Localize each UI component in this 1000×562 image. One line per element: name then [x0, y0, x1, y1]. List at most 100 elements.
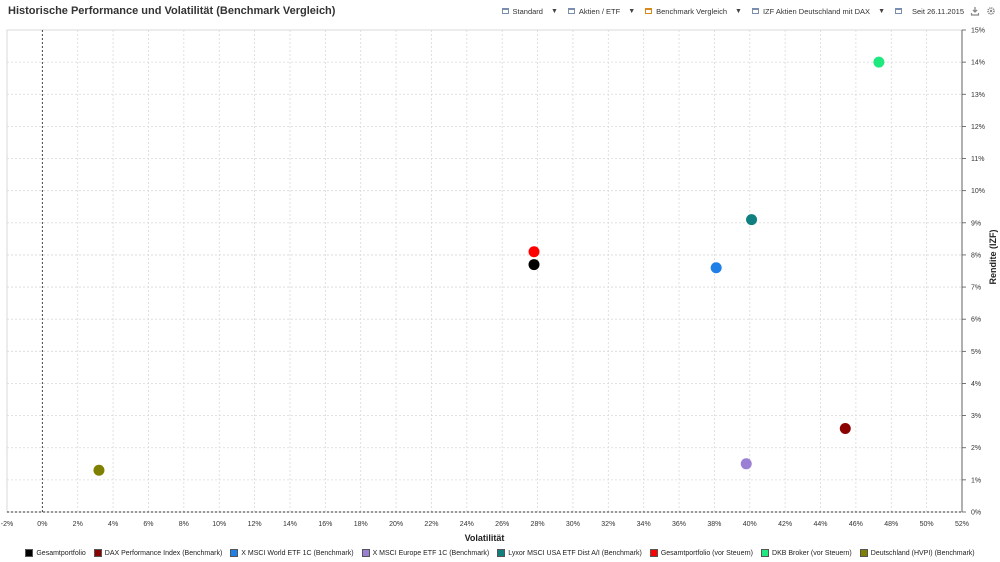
legend-label: X MSCI World ETF 1C (Benchmark) — [241, 549, 354, 557]
calendar-icon — [645, 8, 653, 14]
view-standard-dropdown[interactable]: Standard ▼ — [501, 6, 558, 16]
comparison-dropdown[interactable]: Benchmark Vergleich ▼ — [645, 7, 742, 16]
legend-swatch — [761, 549, 770, 557]
x-tick-label: -2% — [1, 521, 13, 528]
chevron-down-icon: ▼ — [735, 7, 742, 15]
legend-swatch — [25, 549, 34, 557]
y-tick-label: 4% — [971, 381, 981, 388]
y-tick-label: 10% — [971, 188, 985, 195]
x-tick-label: 46% — [849, 521, 863, 528]
x-tick-label: 2% — [73, 521, 83, 528]
data-point — [746, 214, 758, 226]
y-tick-label: 12% — [971, 124, 985, 131]
period-label: Seit 26.11.2015 — [912, 6, 964, 16]
asset-class-label: Aktien / ETF — [578, 6, 621, 16]
x-tick-label: 32% — [601, 521, 615, 528]
toolbar: Standard ▼ Aktien / ETF ▼ Benchmark Verg… — [492, 6, 996, 16]
legend-label: Gesamtportfolio — [36, 549, 86, 557]
calendar-icon — [501, 8, 509, 14]
data-point — [710, 262, 722, 274]
x-tick-label: 14% — [283, 521, 297, 528]
x-tick-label: 0% — [37, 521, 47, 528]
x-tick-label: 38% — [707, 521, 721, 528]
legend-item[interactable]: Lyxor MSCI USA ETF Dist A/I (Benchmark) — [497, 549, 642, 557]
x-tick-label: 4% — [108, 521, 118, 528]
y-axis-label: Rendite (IZF) — [988, 230, 998, 285]
x-tick-label: 30% — [566, 521, 580, 528]
legend-label: X MSCI Europe ETF 1C (Benchmark) — [372, 549, 490, 557]
y-tick-label: 1% — [971, 477, 981, 484]
view-standard-label: Standard — [512, 6, 543, 16]
download-icon[interactable] — [970, 6, 980, 16]
chevron-down-icon: ▼ — [878, 7, 885, 15]
x-tick-label: 40% — [743, 521, 757, 528]
plot-area — [6, 29, 963, 513]
legend-item[interactable]: DKB Broker (vor Steuern) — [761, 549, 852, 557]
legend-label: DKB Broker (vor Steuern) — [772, 549, 852, 557]
data-point — [839, 422, 851, 434]
legend-item[interactable]: X MSCI World ETF 1C (Benchmark) — [230, 549, 354, 557]
data-point — [873, 56, 885, 68]
x-tick-label: 18% — [354, 521, 368, 528]
x-tick-label: 50% — [920, 521, 934, 528]
x-tick-label: 22% — [424, 521, 438, 528]
metric-label: IZF Aktien Deutschland mit DAX — [762, 6, 871, 16]
x-axis-label: Volatilität — [465, 533, 505, 543]
legend-label: Gesamtportfolio (vor Steuern) — [660, 549, 754, 557]
x-tick-label: 44% — [814, 521, 828, 528]
y-tick-label: 5% — [971, 349, 981, 356]
x-tick-label: 6% — [143, 521, 153, 528]
comparison-label: Benchmark Vergleich — [656, 6, 727, 16]
x-tick-label: 36% — [672, 521, 686, 528]
x-tick-label: 12% — [248, 521, 262, 528]
y-tick-label: 0% — [971, 510, 981, 517]
metric-dropdown[interactable]: IZF Aktien Deutschland mit DAX ▼ — [751, 6, 885, 16]
legend-item[interactable]: DAX Performance Index (Benchmark) — [93, 549, 223, 557]
asset-class-dropdown[interactable]: Aktien / ETF ▼ — [567, 6, 636, 16]
period-dropdown[interactable]: Seit 26.11.2015 — [895, 7, 964, 16]
calendar-icon — [895, 8, 902, 14]
data-point — [528, 259, 540, 271]
y-tick-label: 8% — [971, 252, 981, 259]
chart-header: Historische Performance und Volatilität … — [0, 0, 1000, 22]
x-tick-label: 16% — [318, 521, 332, 528]
legend-label: DAX Performance Index (Benchmark) — [104, 549, 223, 557]
legend-label: Deutschland (HVPI) (Benchmark) — [870, 549, 975, 557]
x-tick-label: 10% — [212, 521, 226, 528]
calendar-icon — [567, 8, 575, 14]
legend-label: Lyxor MSCI USA ETF Dist A/I (Benchmark) — [508, 549, 642, 557]
legend-item[interactable]: X MSCI Europe ETF 1C (Benchmark) — [361, 549, 490, 557]
data-point — [93, 464, 105, 476]
y-tick-label: 3% — [971, 413, 981, 420]
data-point — [740, 458, 752, 470]
legend-swatch — [497, 549, 506, 557]
x-tick-label: 8% — [179, 521, 189, 528]
legend-swatch — [93, 549, 102, 557]
legend-item[interactable]: Deutschland (HVPI) (Benchmark) — [859, 549, 975, 557]
y-tick-label: 2% — [971, 445, 981, 452]
y-tick-label: 13% — [971, 92, 985, 99]
legend-swatch — [649, 549, 658, 557]
y-tick-label: 7% — [971, 285, 981, 292]
legend-swatch — [859, 549, 868, 557]
calendar-icon — [751, 8, 759, 14]
chart-legend: Gesamtportfolio DAX Performance Index (Be… — [0, 547, 1000, 559]
y-tick-label: 11% — [971, 156, 985, 163]
legend-item[interactable]: Gesamtportfolio (vor Steuern) — [649, 549, 754, 557]
y-tick-label: 9% — [971, 220, 981, 227]
x-tick-label: 48% — [884, 521, 898, 528]
gear-icon[interactable] — [986, 6, 996, 16]
x-tick-label: 42% — [778, 521, 792, 528]
x-tick-label: 26% — [495, 521, 509, 528]
x-tick-label: 28% — [531, 521, 545, 528]
legend-item[interactable]: Gesamtportfolio — [25, 549, 86, 557]
x-tick-label: 34% — [637, 521, 651, 528]
data-point — [528, 246, 540, 258]
chevron-down-icon: ▼ — [628, 7, 636, 15]
y-tick-label: 15% — [971, 28, 985, 35]
legend-swatch — [230, 549, 239, 557]
x-tick-label: 24% — [460, 521, 474, 528]
chevron-down-icon: ▼ — [550, 7, 558, 15]
x-tick-label: 52% — [955, 521, 969, 528]
